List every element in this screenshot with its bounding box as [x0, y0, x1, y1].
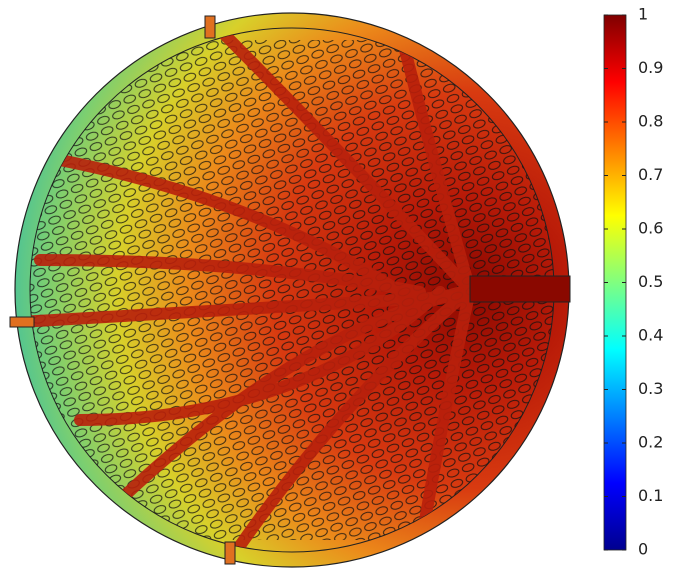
colorbar-tick-label: 0.1 — [638, 486, 663, 505]
colorbar-tick-label: 0.8 — [638, 112, 663, 131]
colorbar-tick-label: 0.5 — [638, 272, 663, 291]
colorbar: 0 0.1 0.2 0.3 0.4 0.5 0.6 0.7 0.8 0.9 1 — [603, 5, 663, 559]
colorbar-tick-label: 0.6 — [638, 219, 663, 238]
colorbar-tick-label: 0.3 — [638, 379, 663, 398]
disk — [9, 12, 571, 568]
colorbar-tick-label: 0 — [638, 540, 648, 559]
colorbar-tick-label: 0.4 — [638, 326, 663, 345]
colorbar-tick-label: 0.2 — [638, 433, 663, 452]
colorbar-tick-label: 1 — [638, 5, 648, 24]
colorbar-tick-label: 0.9 — [638, 58, 663, 77]
colorbar-tick-label: 0.7 — [638, 165, 663, 184]
